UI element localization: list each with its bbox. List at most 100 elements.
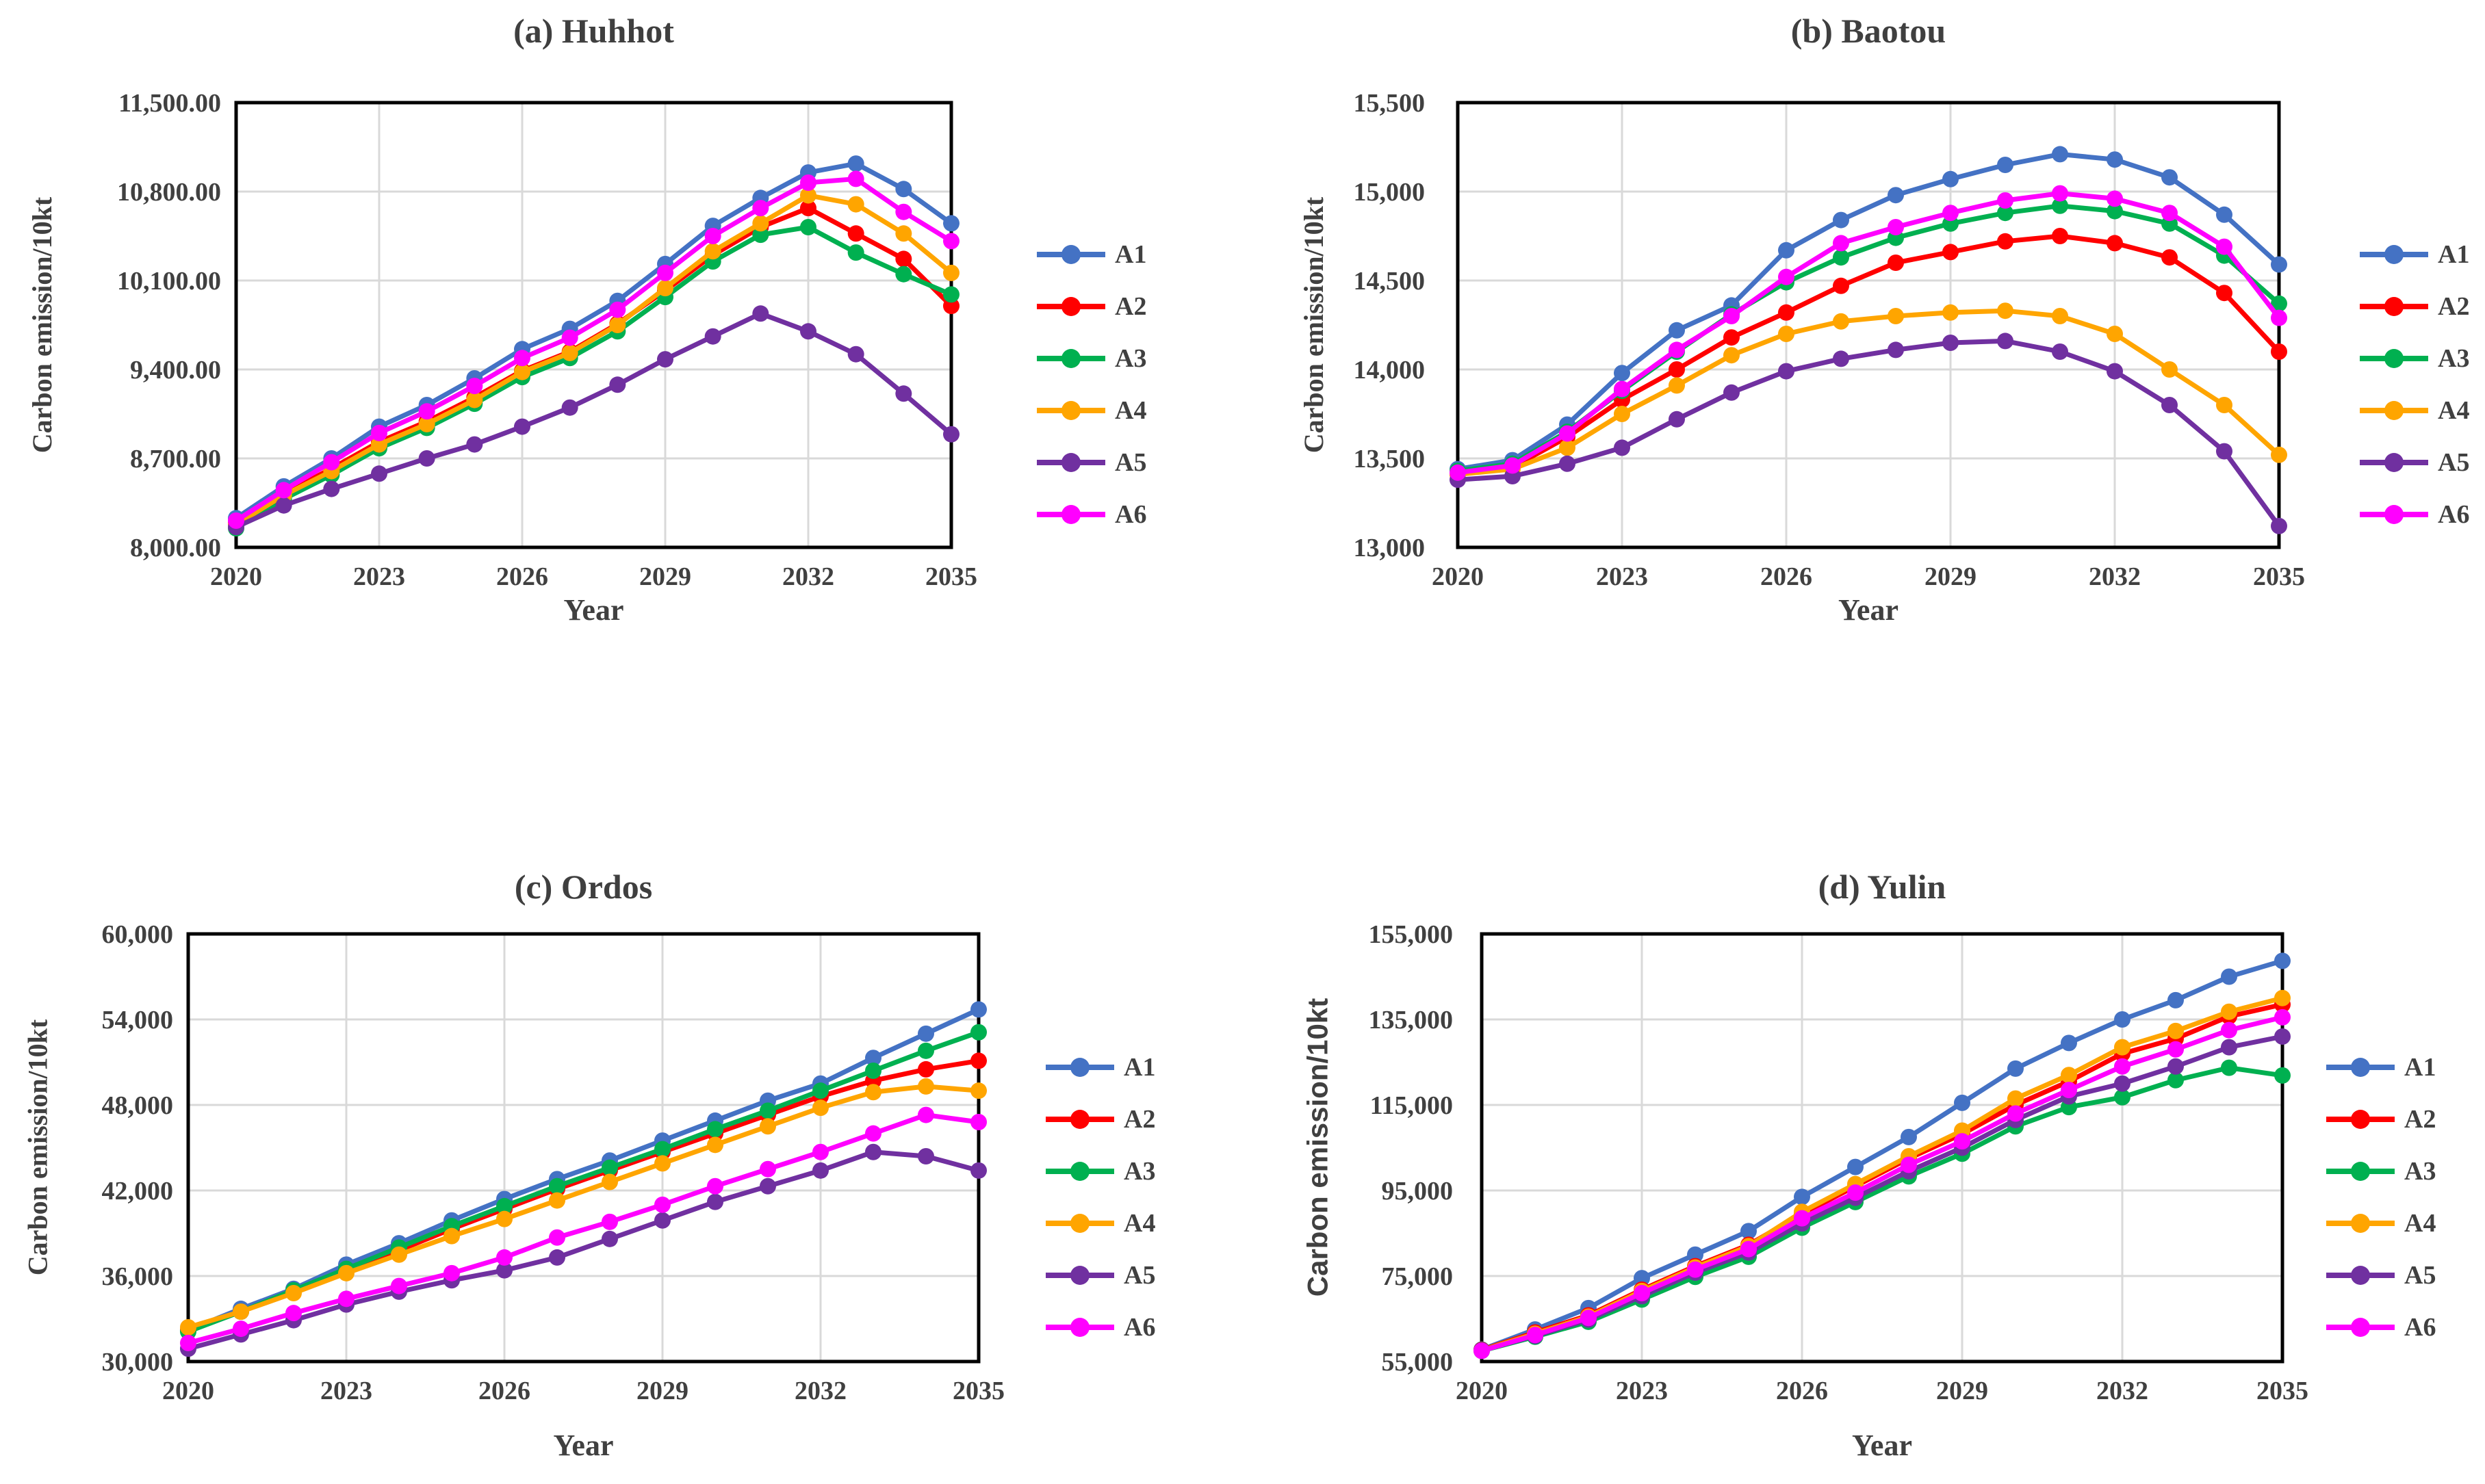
data-point-A6 [918,1106,934,1123]
data-point-A3 [847,244,864,261]
y-tick-label: 115,000 [1370,1091,1453,1120]
legend-item-A1: A1 [2360,238,2469,271]
chart-a-huhhot: 8,000.00 8,700.00 9,400.00 10,100.00 10,800.… [0,0,1242,742]
data-point-A5 [865,1143,881,1160]
data-point-A4 [918,1078,934,1095]
y-tick-label: 14,500 [1354,267,1426,296]
data-point-A1 [1954,1094,1970,1111]
data-point-A5 [704,328,721,345]
x-tick-label: 2035 [2256,1377,2308,1405]
data-point-A4 [233,1303,249,1320]
legend-label: A3 [1115,344,1147,373]
data-point-A4 [496,1210,513,1227]
legend-dot-icon [2351,1058,2370,1077]
data-point-A6 [1473,1342,1490,1359]
data-point-A6 [970,1114,987,1130]
data-point-A3 [2167,1071,2184,1089]
data-point-A4 [800,187,816,204]
data-point-A6 [2216,238,2232,255]
data-point-A2 [918,1060,934,1078]
y-tick-label: 42,000 [102,1177,174,1206]
data-point-A6 [1997,192,2013,209]
data-point-A3 [800,219,816,235]
data-point-A5 [609,376,626,393]
chart-title-huhhot: (a) Huhhot [513,12,674,50]
legend-item-A2: A2 [2360,290,2469,323]
data-point-A6 [1687,1261,1703,1278]
data-point-A6 [704,228,721,244]
plot-area-huhhot: 8,000.00 8,700.00 9,400.00 10,100.00 10,800.… [117,89,977,591]
legend-marker-icon [2360,349,2428,368]
data-point-A1 [943,215,960,232]
data-point-A5 [1559,455,1575,472]
chart-c-ordos: 30,000 36,000 42,000 48,000 54,000 60,000 2020… [0,742,1242,1484]
x-tick-label: 2035 [925,562,977,591]
chart-b-baotou: 13,000 13,500 14,000 14,500 15,000 15,500 2020… [1242,0,2485,742]
legend-marker-icon [2326,1318,2395,1337]
legend-label: A1 [1115,240,1147,269]
y-axis-label-yulin: Carbon emission/10kt [1301,998,1334,1297]
data-point-A5 [1997,333,2013,350]
data-point-A5 [496,1262,513,1279]
data-point-A4 [180,1319,196,1336]
data-point-A6 [1559,425,1575,442]
data-point-A4 [847,196,864,213]
data-point-A5 [1833,350,1849,367]
data-point-A6 [707,1177,723,1195]
data-point-A1 [1901,1128,1917,1145]
data-point-A4 [2061,1067,2077,1084]
data-point-A6 [2007,1105,2024,1122]
data-point-A1 [1942,170,1959,187]
legend-label: A6 [1124,1313,1156,1342]
data-point-A1 [1847,1158,1864,1175]
legend-dot-icon [2351,1162,2370,1181]
legend-marker-icon [1046,1214,1114,1233]
data-point-A5 [970,1162,987,1179]
legend-dot-icon [2384,453,2404,472]
data-point-A1 [2167,991,2184,1008]
data-point-A6 [514,350,530,367]
data-point-A3 [752,226,769,244]
data-point-A3 [970,1024,987,1041]
data-point-A5 [549,1249,565,1266]
data-point-A4 [2167,1022,2184,1039]
data-point-A5 [1614,439,1630,456]
y-tick-label: 10,800.00 [117,178,221,207]
legend-marker-icon [1037,297,1105,316]
data-point-A3 [2114,1089,2130,1106]
data-point-A3 [943,286,960,303]
data-point-A1 [2216,206,2232,223]
legend-marker-icon [2360,297,2428,316]
y-axis-label-baotou: Carbon emission/10kt [1298,196,1329,454]
data-point-A6 [2107,190,2123,207]
data-point-A1 [2052,146,2068,163]
data-point-A3 [2052,197,2068,214]
data-point-A1 [895,181,912,198]
data-point-A6 [180,1334,196,1351]
y-tick-label: 15,000 [1354,178,1426,207]
data-point-A5 [466,436,483,453]
legend-yulin: A1 A2 A3 A4 A5 A6 [2326,1051,2436,1363]
data-point-A6 [338,1290,355,1307]
series-line-A6 [233,176,954,523]
data-point-A6 [1847,1184,1864,1201]
legend-item-A3: A3 [2360,342,2469,375]
legend-item-A2: A2 [1037,290,1146,323]
data-point-A4 [1997,302,2013,320]
x-axis-label-yulin: Year [1852,1429,1912,1462]
legend-item-A1: A1 [1046,1051,1155,1084]
data-point-A4 [2052,308,2068,324]
data-point-A6 [812,1143,829,1160]
x-tick-label: 2032 [782,562,834,591]
series-line-A6 [1455,191,2282,476]
legend-item-A4: A4 [2360,394,2469,427]
y-tick-label: 10,100.00 [117,267,221,296]
legend-marker-icon [1046,1058,1114,1077]
data-point-A4 [418,415,435,432]
legend-dot-icon [2351,1266,2370,1285]
data-point-A5 [657,351,673,368]
chart-title-yulin: (d) Yulin [1818,868,1946,906]
series-line-A4 [185,1084,981,1330]
data-point-A6 [847,170,864,187]
data-point-A5 [323,480,340,497]
